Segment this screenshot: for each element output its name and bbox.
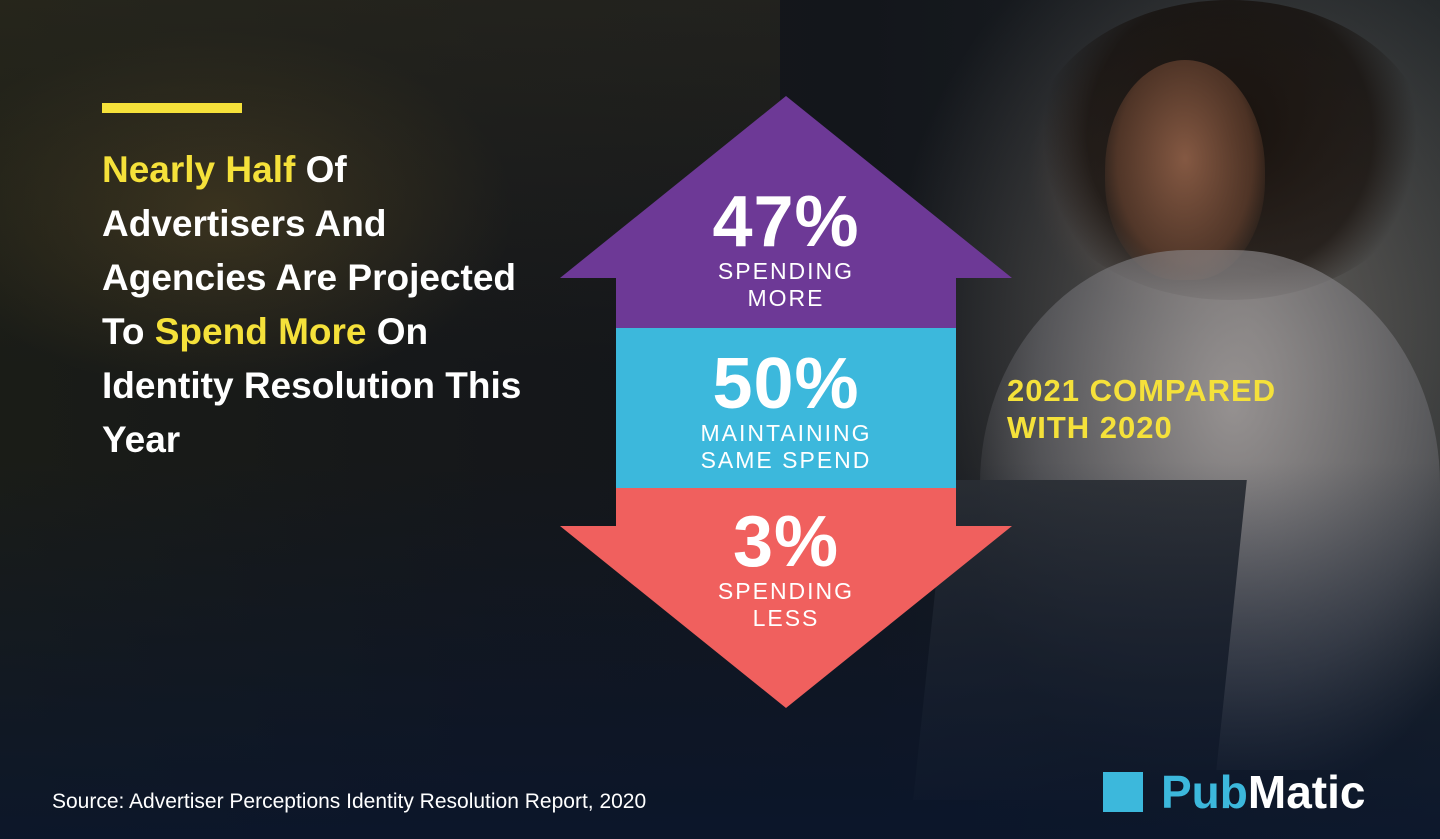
stat-label-spending-less-line-2: LESS bbox=[752, 605, 820, 631]
stat-value-spending-more: 47% bbox=[712, 182, 860, 262]
headline: Nearly Half Of Advertisers And Agencies … bbox=[102, 143, 542, 467]
band-maintaining-same-spend bbox=[616, 328, 956, 488]
stat-value-maintaining-same-spend: 50% bbox=[712, 344, 860, 424]
stat-label-maintaining-line-1: MAINTAINING bbox=[700, 420, 872, 446]
headline-text-2: On Identity Resolution This Year bbox=[102, 311, 522, 460]
stat-label-spending-less-line-1: SPENDING bbox=[717, 578, 855, 604]
logo-wordmark-matic: Matic bbox=[1247, 766, 1366, 818]
square-icon bbox=[1103, 772, 1143, 812]
logo-wordmark-pub: Pub bbox=[1161, 766, 1248, 818]
pubmatic-logo: PubMatic bbox=[1103, 767, 1365, 817]
stat-spending-more: 47% SPENDING MORE bbox=[616, 186, 956, 312]
arrow-down-spending-less bbox=[560, 488, 1012, 708]
stat-spending-less: 3% SPENDING LESS bbox=[616, 506, 956, 632]
comparison-note: 2021 COMPARED WITH 2020 bbox=[1007, 372, 1307, 446]
headline-highlight-spend-more: Spend More bbox=[154, 311, 367, 352]
stat-label-maintaining-line-2: SAME SPEND bbox=[700, 447, 872, 473]
logo-wordmark: PubMatic bbox=[1161, 767, 1365, 817]
arrow-up-spending-more bbox=[560, 96, 1012, 328]
comparison-note-line-1: 2021 COMPARED bbox=[1007, 373, 1277, 408]
stat-label-spending-more-line-1: SPENDING bbox=[717, 258, 855, 284]
headline-highlight-nearly-half: Nearly Half bbox=[102, 149, 296, 190]
stat-label-spending-more-line-2: MORE bbox=[747, 285, 825, 311]
comparison-note-line-2: WITH 2020 bbox=[1007, 410, 1173, 445]
stat-maintaining-same-spend: 50% MAINTAINING SAME SPEND bbox=[616, 348, 956, 474]
source-citation: Source: Advertiser Perceptions Identity … bbox=[52, 790, 647, 813]
headline-accent-bar bbox=[102, 103, 242, 113]
headline-text-1: Of Advertisers And Agencies Are Projecte… bbox=[102, 149, 517, 352]
stat-value-spending-less: 3% bbox=[732, 502, 840, 582]
